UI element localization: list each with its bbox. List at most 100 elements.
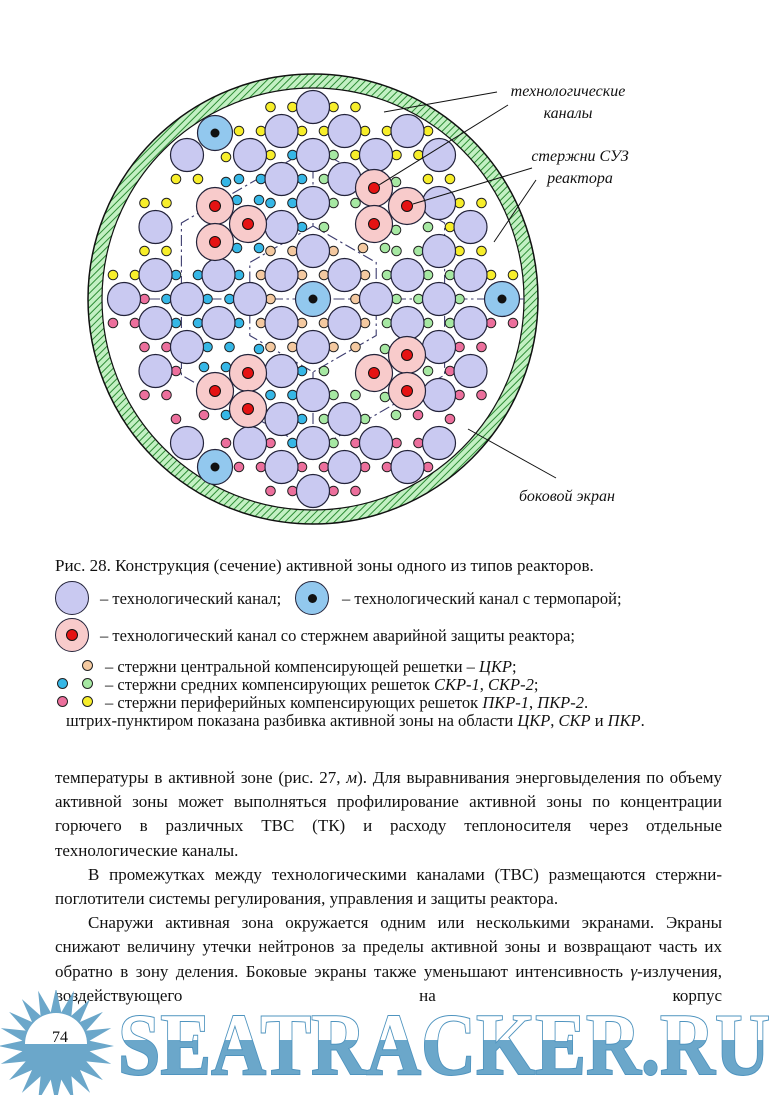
protection-rod-dot [209,236,221,248]
fuel-channel [201,305,236,341]
rod-dot [318,269,330,281]
rod-dot [139,293,150,305]
rod-dot [381,269,393,281]
legend-dot-pkr2 [82,696,93,707]
fuel-channel [295,137,331,173]
rod-dot [255,125,267,137]
rod-dot [422,125,434,137]
rod-dot [444,221,456,233]
rod-dot [328,437,339,449]
legend-label-channel-thermocouple: – технологический канал с термопарой; [342,589,622,608]
rod-dot [220,151,232,163]
rod-dot [476,341,487,353]
label-channels: технологические [511,83,626,100]
rod-dot [170,317,182,329]
rod-dot [287,437,298,449]
rod-dot [413,437,424,449]
paragraph: температуры в активной зоне (рис. 27, м)… [55,768,722,860]
rod-dot [454,293,465,305]
rod-dot [359,269,371,281]
rod-dot [476,197,487,209]
rod-dot [139,341,150,353]
rod-dot [391,437,402,449]
rod-dot [161,197,172,209]
legend-symbol-channel-protection-rod [55,618,89,652]
rod-dot [318,221,330,233]
fuel-channel [295,185,331,221]
rod-dot [444,173,456,185]
rod-dot [391,149,402,161]
rod-dot [381,461,393,473]
rod-dot [454,197,465,209]
figure-labels: технологические каналы стержни СУЗ реактора… [511,83,629,505]
label-suz: стержни СУЗ [531,148,628,165]
fuel-channel [390,305,425,341]
legend-dot-skr1 [57,678,68,689]
thermocouple-dot [210,462,220,472]
fuel-channel [264,257,299,293]
thermocouple-dot [210,128,220,138]
label-suz: реактора [546,170,613,187]
legend-symbol-channel-thermocouple [295,581,329,615]
fuel-channel [390,113,425,149]
rod-dot [296,365,308,377]
rod-dot [350,149,361,161]
rod-dot [253,343,265,355]
rod-dot [359,461,371,473]
rod-dot [255,269,267,281]
rod-dot [350,197,361,209]
fuel-channel [264,305,299,341]
fuel-channel [390,449,425,485]
rod-dot [412,409,424,421]
rod-dot [422,173,434,185]
fuel-channel [232,425,268,461]
page-number: 74 [52,1029,68,1046]
fuel-channel [421,281,457,317]
rod-dot [287,389,298,401]
legend-label-ckr: – стержни центральной компенсирующей реш… [105,657,517,676]
rod-dot [170,413,182,425]
rod-dot [265,485,276,497]
rod-dot [507,317,519,329]
thermocouple-dot [308,294,318,304]
fuel-channel [327,305,362,341]
fuel-channel [169,281,205,317]
protection-rod-dot [242,218,254,230]
fuel-channel [295,473,331,509]
body-text: температуры в активной зоне (рис. 27, м)… [55,766,722,1008]
rod-dots [107,101,519,497]
rod-dot [255,461,267,473]
rod-dot [107,317,119,329]
fuel-channel [295,89,331,125]
rod-dot [413,293,424,305]
fuel-channel [390,257,425,293]
rod-dot [328,485,339,497]
paragraph: Снаружи активная зона окружается одним и… [55,913,722,1005]
legend-dot-skr2 [82,678,93,689]
fuel-channel [295,329,331,365]
protection-rod-dot [209,200,221,212]
protection-rod-dot [368,367,380,379]
rod-dot [318,125,330,137]
fuel-channel [453,257,488,293]
rod-dot [287,101,298,113]
rod-dot [161,341,172,353]
rod-dot [192,317,204,329]
rod-dot [350,389,361,401]
rod-dot [476,245,487,257]
rod-dot [350,101,361,113]
rod-dot [129,269,141,281]
rod-dot [161,389,172,401]
rod-dot [359,125,371,137]
rod-dot [287,341,298,353]
rod-dot [444,365,456,377]
rod-dot [265,389,276,401]
rod-dot [255,317,267,329]
rod-dot [139,389,150,401]
fuel-channel [295,233,331,269]
fuel-channel [358,137,394,173]
seatracker-watermark: SEATRACKER.RU [0,990,771,1095]
fuel-channel [232,137,268,173]
fuel-channel [421,329,457,365]
rod-dot [328,197,339,209]
